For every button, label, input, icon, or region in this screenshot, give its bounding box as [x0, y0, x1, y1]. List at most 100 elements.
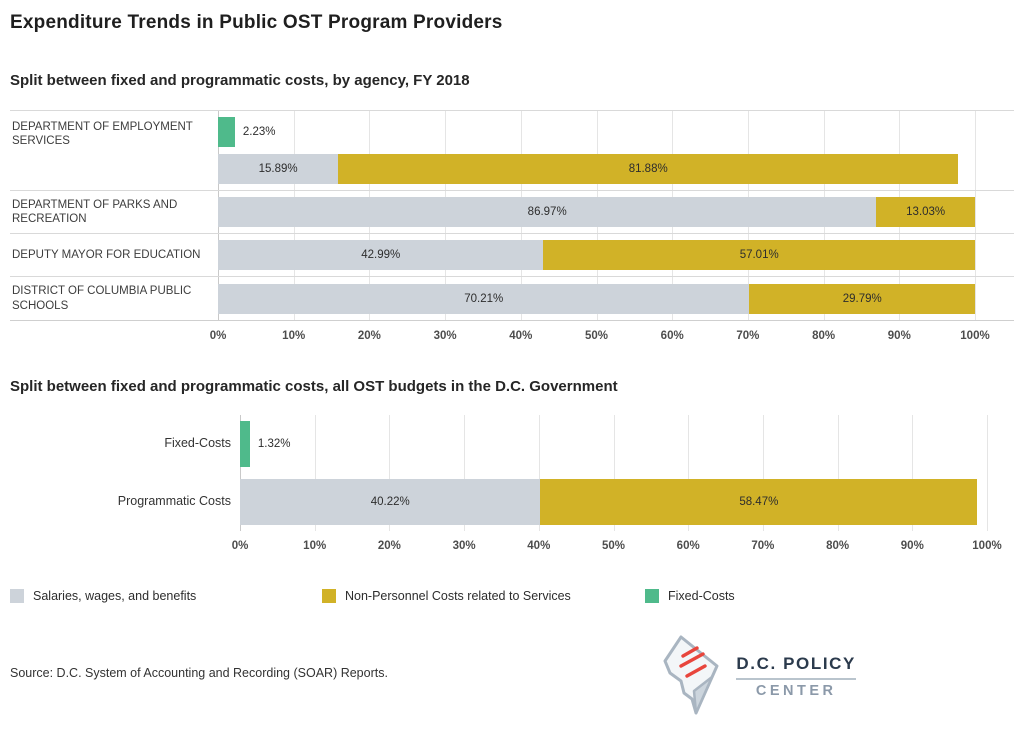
bar-segment: 70.21%: [218, 283, 750, 314]
footer: Source: D.C. System of Accounting and Re…: [10, 633, 1014, 719]
logo-line2: CENTER: [755, 682, 837, 699]
gridline: [688, 415, 690, 531]
axis-tick: 90%: [900, 540, 924, 552]
x-axis: 0% 10% 20% 30% 40% 50% 60% 70% 80% 90% 100%: [210, 321, 990, 347]
legend-swatch: [645, 589, 659, 603]
bar-value-label: 81.88%: [628, 163, 668, 175]
logo-text: D.C. POLICY CENTER: [736, 654, 856, 699]
stacked-bar: 1.32%: [240, 420, 987, 467]
bar-value-label: 29.79%: [842, 292, 882, 305]
chart-row: Programmatic Costs 40.22% 58.47%: [10, 473, 1014, 530]
axis-tick: 50%: [601, 540, 626, 552]
chart-by-agency-plot: DEPARTMENT OF EMPLOYMENT SERVICES 2.23% 15…: [10, 110, 1014, 347]
gridline: [240, 415, 241, 531]
chart-row: Fixed-Costs 1.32%: [10, 415, 1014, 472]
gridline: [912, 415, 914, 531]
legend-label: Non-Personnel Costs related to Services: [345, 589, 571, 603]
bar-value-label: 70.21%: [464, 292, 504, 305]
chart-by-agency: Split between fixed and programmatic cos…: [10, 72, 1014, 347]
category-label: DEPARTMENT OF PARKS AND RECREATION: [12, 198, 178, 225]
chart-by-agency-subtitle: Split between fixed and programmatic cos…: [10, 72, 470, 89]
bar-value-label: 58.47%: [739, 495, 779, 508]
bar-segment: 86.97%: [218, 197, 877, 227]
gridline: [314, 415, 316, 531]
gridline: [613, 415, 615, 531]
axis-tick: 40%: [509, 330, 533, 342]
bar-value-label: 2.23%: [242, 126, 276, 138]
stacked-bar: 86.97% 13.03%: [218, 197, 975, 227]
chart-row: DEPARTMENT OF PARKS AND RECREATION 86.97%…: [10, 191, 1014, 234]
stacked-bar: 2.23%: [218, 117, 975, 147]
bar-segment: 42.99%: [218, 240, 544, 270]
axis-tick: 0%: [209, 330, 227, 342]
chart-row: DISTRICT OF COLUMBIA PUBLIC SCHOOLS 70.21…: [10, 277, 1014, 320]
axis-tick: 70%: [736, 330, 760, 342]
gridline: [464, 415, 466, 531]
axis-tick: 30%: [433, 330, 457, 342]
bar-value-label: 15.89%: [258, 163, 298, 175]
logo-divider: [736, 677, 856, 680]
bar-segment: 13.03%: [876, 197, 975, 227]
axis-tick: 40%: [527, 540, 551, 552]
axis-tick: 100%: [972, 540, 1002, 552]
bar-value-label: 57.01%: [739, 249, 779, 261]
legend-label: Fixed-Costs: [668, 589, 735, 603]
chart-all-ost-plot: Fixed-Costs 1.32% Programmatic Costs 40.22%…: [10, 415, 1014, 559]
bar-value-label: 13.03%: [906, 206, 946, 218]
stacked-bar: 42.99% 57.01%: [218, 240, 975, 270]
bar-track: 1.32%: [240, 415, 987, 472]
legend-item: Fixed-Costs: [645, 589, 735, 603]
bar-value-label: 42.99%: [361, 249, 401, 261]
bar-segment: 40.22%: [240, 478, 541, 525]
bar-value-label: 86.97%: [527, 206, 567, 218]
axis-tick: 20%: [357, 330, 381, 342]
axis-tick: 10%: [303, 540, 327, 552]
axis-tick: 10%: [282, 330, 306, 342]
dc-map-icon: [656, 633, 722, 719]
gridline: [987, 415, 988, 531]
page-title: Expenditure Trends in Public OST Program…: [10, 12, 503, 33]
category-label: Programmatic Costs: [117, 493, 231, 508]
bar-track: 42.99% 57.01%: [218, 234, 975, 276]
dc-policy-center-logo: D.C. POLICY CENTER: [656, 633, 856, 719]
bar-segment: 29.79%: [749, 283, 975, 314]
axis-tick: 20%: [377, 540, 401, 552]
legend-item: Salaries, wages, and benefits: [10, 589, 196, 603]
category-label: Fixed-Costs: [164, 435, 231, 450]
axis-tick: 60%: [676, 540, 700, 552]
source-note: Source: D.C. System of Accounting and Re…: [10, 666, 388, 680]
axis-tick: 50%: [584, 330, 609, 342]
axis-tick: 70%: [751, 540, 775, 552]
bar-segment: 1.32%: [240, 420, 290, 467]
axis-tick: 0%: [231, 540, 249, 552]
chart-all-ost: Split between fixed and programmatic cos…: [10, 378, 1014, 559]
legend-swatch: [322, 589, 336, 603]
legend-item: Non-Personnel Costs related to Services: [322, 589, 571, 603]
gridline: [975, 110, 976, 321]
bar-value-label: 1.32%: [257, 437, 291, 450]
chart-row: DEPUTY MAYOR FOR EDUCATION 42.99% 57.01%: [10, 234, 1014, 277]
legend-label: Salaries, wages, and benefits: [33, 589, 197, 603]
axis-tick: 80%: [826, 540, 850, 552]
legend-swatch: [10, 589, 24, 603]
bar-value-label: 40.22%: [370, 495, 410, 508]
bar-rows: DEPARTMENT OF EMPLOYMENT SERVICES 2.23% 15…: [10, 110, 1014, 321]
gridlines: [240, 415, 988, 531]
stacked-bar: 70.21% 29.79%: [218, 283, 975, 314]
bar-track: 2.23% 15.89% 81.88%: [218, 111, 975, 190]
gridline: [538, 415, 540, 531]
bar-track: 70.21% 29.79%: [218, 277, 975, 320]
gridline: [389, 415, 391, 531]
bar-segment: 57.01%: [543, 240, 975, 270]
legend: Salaries, wages, and benefits Non-Personn…: [10, 589, 1014, 607]
category-label: DISTRICT OF COLUMBIA PUBLIC SCHOOLS: [12, 285, 192, 312]
bar-track: 86.97% 13.03%: [218, 191, 975, 233]
bar-segment: 58.47%: [540, 478, 978, 525]
bar-segment: 2.23%: [218, 117, 275, 147]
gridline: [762, 415, 764, 531]
axis-tick: 90%: [887, 330, 911, 342]
bar-rows: Fixed-Costs 1.32% Programmatic Costs 40.22%…: [10, 415, 1014, 530]
logo-line1: D.C. POLICY: [736, 653, 856, 673]
axis-tick: 80%: [812, 330, 836, 342]
